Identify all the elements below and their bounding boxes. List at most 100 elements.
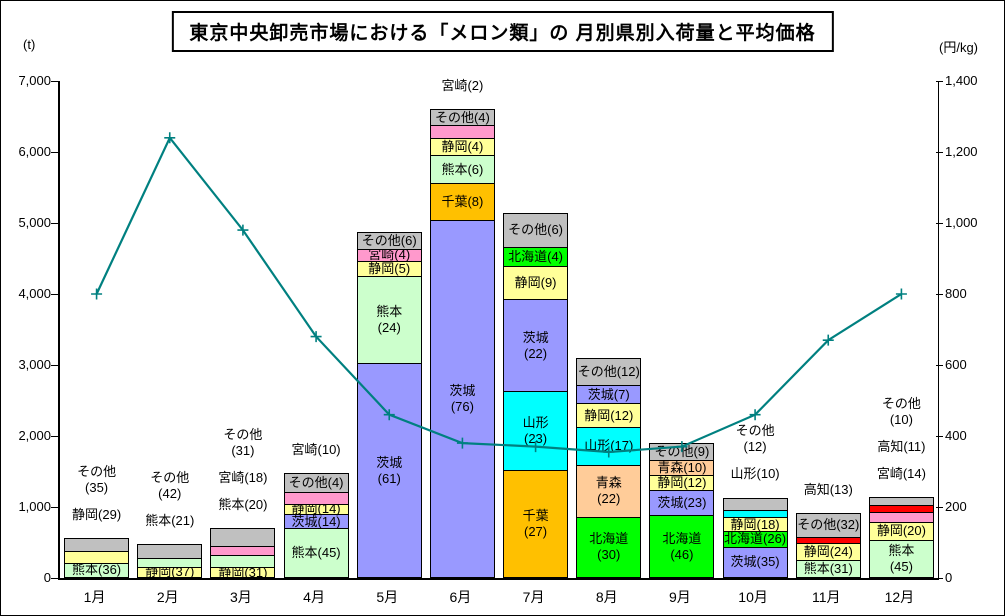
left-axis-tick xyxy=(51,435,58,437)
segment-label: 静岡(31) xyxy=(218,564,268,580)
above-label: その他 (35) xyxy=(77,463,117,495)
segment-label: 北海道(4) xyxy=(508,248,564,264)
price-point-marker xyxy=(237,224,249,236)
bar-5月: 茨城 (61) 熊本 (24) 静岡(5) 宮崎(4) その他(6) xyxy=(356,231,422,578)
right-axis-unit: (円/kg) xyxy=(939,40,979,55)
right-axis-tick-label: 1,200 xyxy=(945,144,978,159)
segment-茨城: 茨城 (22) xyxy=(503,299,569,393)
segment-label: 静岡(12) xyxy=(657,475,707,491)
above-bar-labels: その他 (31) 宮崎(18) 熊本(20) xyxy=(193,427,293,524)
chart-title: 東京中央卸売市場における「メロン類」の 月別県別入荷量と平均価格 xyxy=(171,11,834,52)
segment-label: 茨城(7) xyxy=(587,386,630,402)
right-axis-tick-label: 400 xyxy=(945,428,967,443)
above-label: その他 (42) xyxy=(150,470,190,502)
segment-label: その他(32) xyxy=(797,517,860,533)
segment-北海道: 北海道 (46) xyxy=(649,515,715,578)
bar-2月: 静岡(37) xyxy=(137,544,203,580)
segment-宮崎: 宮崎(4) xyxy=(356,247,422,262)
above-bar-labels: その他 (10) 高知(11) 宮崎(14) xyxy=(851,396,951,493)
above-bar-labels: その他 (12) 山形(10) xyxy=(705,423,805,493)
segment-茨城: 茨城(23) xyxy=(649,490,715,517)
left-axis-tick xyxy=(51,506,58,508)
right-axis-tick xyxy=(936,222,943,224)
segment-熊本: 熊本 (24) xyxy=(356,275,422,365)
segment-北海道: 北海道(4) xyxy=(503,247,569,267)
segment-label: 熊本(36) xyxy=(72,562,122,578)
average-price-line xyxy=(91,132,907,458)
above-label: 宮崎(18) xyxy=(218,470,268,486)
segment-label: 茨城 (22) xyxy=(522,329,549,361)
segment-その他 xyxy=(722,497,788,512)
left-axis-tick xyxy=(51,293,58,295)
segment-label: 茨城(23) xyxy=(657,495,707,511)
segment-静岡: 静岡(12) xyxy=(576,403,642,428)
bar-11月: 熊本(31) 静岡(24) その他(32) xyxy=(795,513,861,578)
segment-label: その他(12) xyxy=(577,364,640,380)
left-axis-tick xyxy=(51,364,58,366)
segment-その他 xyxy=(868,496,934,507)
segment-宮崎 xyxy=(210,545,276,557)
above-label: その他 (10) xyxy=(881,395,921,427)
month-label-2: 2月 xyxy=(156,589,179,605)
bar-8月: 北海道 (30) 青森 (22) 山形(17) 静岡(12) 茨城(7) その他(12) xyxy=(576,358,642,578)
segment-label: 静岡(12) xyxy=(584,407,634,423)
above-bar-labels: その他 (35) 静岡(29) xyxy=(47,464,147,534)
right-axis-tick-label: 1,400 xyxy=(945,73,978,88)
segment-その他: その他(6) xyxy=(356,231,422,250)
bar-7月: 千葉 (27) 山形 (23) 茨城 (22) 静岡(9) 北海道(4) その他(6) xyxy=(503,212,569,578)
segment-熊本 xyxy=(210,555,276,569)
segment-茨城: 茨城 (61) xyxy=(356,363,422,578)
right-axis-tick xyxy=(936,364,943,366)
right-axis-tick xyxy=(936,435,943,437)
segment-静岡: 静岡(18) xyxy=(722,517,788,532)
bar-3月: 静岡(31) xyxy=(210,528,276,580)
above-label: その他 (31) xyxy=(223,427,263,459)
segment-宮崎 xyxy=(429,125,495,140)
segment-label: 静岡(24) xyxy=(803,544,853,560)
segment-静岡: 静岡(4) xyxy=(429,138,495,156)
segment-山形: 山形 (23) xyxy=(503,391,569,472)
segment-茨城: 茨城(35) xyxy=(722,546,788,578)
segment-その他: その他(4) xyxy=(283,473,349,494)
right-axis-tick-label: 0 xyxy=(945,570,953,585)
segment-熊本: 熊本(45) xyxy=(868,540,934,578)
segment-静岡: 静岡(12) xyxy=(649,475,715,492)
right-axis-tick xyxy=(936,577,943,579)
above-label: 静岡(29) xyxy=(72,506,122,522)
segment-label: 山形(17) xyxy=(584,438,634,454)
left-axis-tick-label: 4,000 xyxy=(18,286,51,301)
segment-青森: 青森 (22) xyxy=(576,465,642,518)
above-bar-labels: 宮崎(10) xyxy=(266,442,366,469)
month-label-11: 11月 xyxy=(811,589,841,605)
above-label: 山形(10) xyxy=(730,466,780,482)
month-label-4: 4月 xyxy=(303,589,325,605)
segment-label: 茨城 (61) xyxy=(376,454,403,486)
segment-静岡: 静岡(20) xyxy=(868,521,934,542)
left-axis-tick xyxy=(51,151,58,153)
month-label-5: 5月 xyxy=(376,589,399,605)
segment-静岡: 静岡(37) xyxy=(137,564,203,580)
segment-label: 静岡(9) xyxy=(514,274,557,290)
segment-山形: 山形(17) xyxy=(576,426,642,467)
segment-label: 静岡(37) xyxy=(145,564,195,580)
right-axis-tick xyxy=(936,151,943,153)
price-polyline xyxy=(95,135,902,454)
segment-北海道: 北海道 (30) xyxy=(576,516,642,578)
right-axis-tick xyxy=(936,506,943,508)
segment-label: 茨城(14) xyxy=(291,513,341,529)
price-point-marker xyxy=(749,409,761,421)
month-label-8: 8月 xyxy=(595,589,618,605)
segment-その他: その他(4) xyxy=(429,109,495,127)
segment-その他: その他(32) xyxy=(795,513,861,538)
segment-山形 xyxy=(722,510,788,519)
segment-静岡: 静岡(14) xyxy=(283,501,349,516)
bar-1月: 熊本(36) xyxy=(64,537,130,578)
segment-静岡: 静岡(9) xyxy=(503,265,569,301)
segment-熊本: 熊本(6) xyxy=(429,154,495,185)
segment-label: 熊本(6) xyxy=(441,161,484,177)
segment-label: 山形 (23) xyxy=(522,415,549,447)
month-label-12: 12月 xyxy=(884,589,915,605)
segment-茨城: 茨城 (76) xyxy=(429,220,495,578)
above-label: 熊本(20) xyxy=(218,497,268,513)
right-axis-tick-label: 1,000 xyxy=(945,215,978,230)
